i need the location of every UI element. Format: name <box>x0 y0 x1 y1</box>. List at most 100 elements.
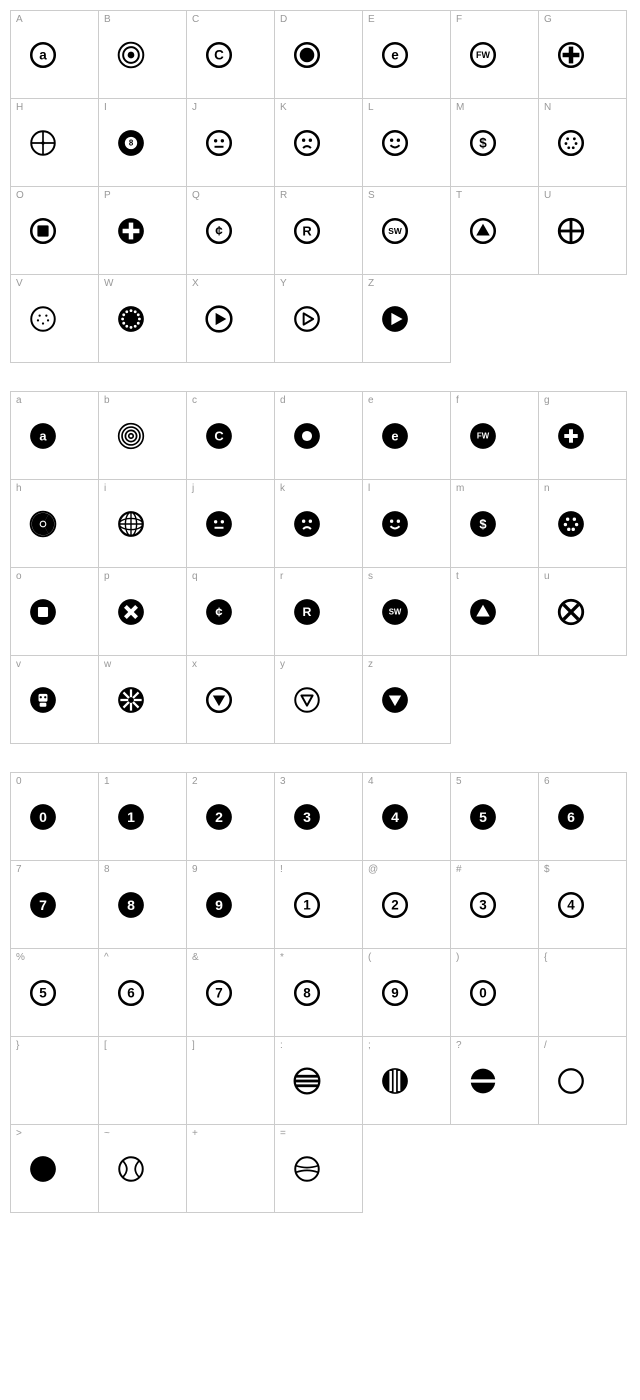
glyph-solid_6: 6 <box>557 803 585 831</box>
glyph-cell: m$ <box>451 480 539 568</box>
glyph-cell: n <box>539 480 627 568</box>
glyph-cell: x <box>187 656 275 744</box>
cell-label: F <box>456 14 462 25</box>
glyph-solid_fw: FW <box>469 422 497 450</box>
cell-label: j <box>192 483 194 494</box>
cell-label: o <box>16 571 22 582</box>
cell-label: Y <box>280 278 287 289</box>
cell-label: 9 <box>192 864 198 875</box>
svg-text:$: $ <box>479 516 486 531</box>
svg-text:8: 8 <box>303 985 311 1000</box>
cell-label: + <box>192 1128 198 1139</box>
glyph-cell: X <box>187 275 275 363</box>
glyph-cell: ; <box>363 1037 451 1125</box>
glyph-solid_face_worried <box>293 510 321 538</box>
svg-text:FW: FW <box>476 50 490 60</box>
cell-label: u <box>544 571 550 582</box>
cell-label: ( <box>368 952 371 963</box>
cell-label: m <box>456 483 464 494</box>
glyph-ring_cross4 <box>29 129 57 157</box>
glyph-ring_tri_down <box>205 686 233 714</box>
glyph-cell: ? <box>451 1037 539 1125</box>
svg-text:e: e <box>391 47 399 62</box>
glyph-cell: S SW <box>363 187 451 275</box>
glyph-ring_dots_face <box>29 305 57 333</box>
glyph-cell: J <box>187 99 275 187</box>
glyph-ring_baseball <box>117 1155 145 1183</box>
glyph-cell: = <box>275 1125 363 1213</box>
cell-label: J <box>192 102 197 113</box>
glyph-ring_2: 2 <box>381 891 409 919</box>
svg-text:¢: ¢ <box>215 604 222 619</box>
glyph-ring_dollar: $ <box>469 129 497 157</box>
glyph-cell: w <box>99 656 187 744</box>
cell-label: v <box>16 659 21 670</box>
glyph-ring_cent: ¢ <box>205 217 233 245</box>
glyph-solid_a: a <box>29 422 57 450</box>
glyph-cell: F FW <box>451 11 539 99</box>
glyph-cell: l <box>363 480 451 568</box>
cell-label: X <box>192 278 199 289</box>
cell-label: P <box>104 190 111 201</box>
cell-label: y <box>280 659 285 670</box>
glyph-ring_6: 6 <box>117 979 145 1007</box>
glyph-cell: + <box>187 1125 275 1213</box>
cell-label: K <box>280 102 287 113</box>
glyph-group-lowercase: aabcCdeefFWghijklm$nopq¢rRsSWtuvwxyz <box>10 391 630 744</box>
cell-label: ! <box>280 864 283 875</box>
glyph-cell: M$ <box>451 99 539 187</box>
glyph-ring_fw: FW <box>469 41 497 69</box>
glyph-ring_r: R <box>293 217 321 245</box>
glyph-solid_c: C <box>205 422 233 450</box>
glyph-solid_3: 3 <box>293 803 321 831</box>
cell-label: { <box>544 952 547 963</box>
glyph-solid_9: 9 <box>205 891 233 919</box>
glyph-cell: O <box>11 187 99 275</box>
glyph-solid_x_thick <box>557 598 585 626</box>
svg-text:8: 8 <box>129 138 134 147</box>
glyph-cell: ^6 <box>99 949 187 1037</box>
glyph-cell: 00 <box>11 773 99 861</box>
svg-text:5: 5 <box>479 809 487 825</box>
glyph-cell: 55 <box>451 773 539 861</box>
cell-label: R <box>280 190 287 201</box>
cell-label: U <box>544 190 551 201</box>
cell-label: A <box>16 14 23 25</box>
cell-label: g <box>544 395 550 406</box>
svg-text:9: 9 <box>391 985 398 1000</box>
cell-label: a <box>16 395 22 406</box>
glyph-cell: t <box>451 568 539 656</box>
glyph-cell: @2 <box>363 861 451 949</box>
svg-text:R: R <box>302 223 312 238</box>
glyph-cell: V <box>11 275 99 363</box>
glyph-cell: K <box>275 99 363 187</box>
svg-text:5: 5 <box>39 985 47 1000</box>
glyph-solid_play <box>205 305 233 333</box>
cell-label: W <box>104 278 113 289</box>
cell-label: ? <box>456 1040 462 1051</box>
cell-label: = <box>280 1128 286 1139</box>
glyph-ring_stop <box>29 217 57 245</box>
cell-label: 8 <box>104 864 110 875</box>
svg-text:6: 6 <box>127 985 134 1000</box>
glyph-spiral <box>117 422 145 450</box>
glyph-cell: aa <box>11 392 99 480</box>
glyph-cell: Z <box>363 275 451 363</box>
cell-label: x <box>192 659 197 670</box>
cell-label: 5 <box>456 776 462 787</box>
glyph-ring_tri_up <box>469 217 497 245</box>
svg-text:2: 2 <box>391 897 398 912</box>
glyph-cell: P <box>99 187 187 275</box>
cell-label: S <box>368 190 375 201</box>
glyph-cell: G <box>539 11 627 99</box>
glyph-grid: 00112233445566778899!1@2#3$4%5^6&7*8(9)0… <box>10 772 627 1213</box>
glyph-ring_4: 4 <box>557 891 585 919</box>
glyph-solid_r: R <box>293 598 321 626</box>
glyph-solid_8ball: 8 <box>117 129 145 157</box>
glyph-cell: $4 <box>539 861 627 949</box>
svg-text:1: 1 <box>127 809 135 825</box>
svg-text:SW: SW <box>388 226 402 236</box>
glyph-solid_x <box>117 598 145 626</box>
glyph-solid_face_neutral <box>205 510 233 538</box>
cell-label: k <box>280 483 285 494</box>
